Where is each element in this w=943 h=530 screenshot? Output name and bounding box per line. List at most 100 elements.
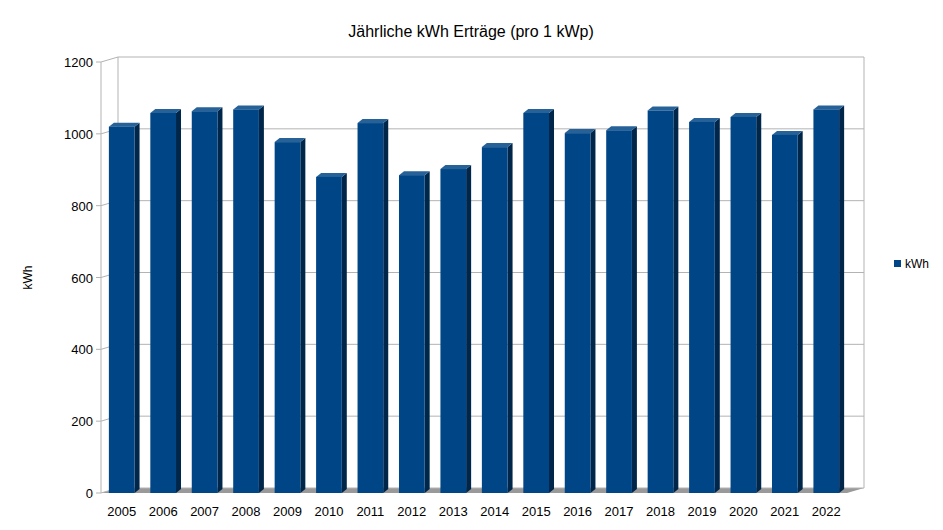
category-label: 2018 [646, 504, 675, 519]
bar-side [135, 123, 140, 493]
bar [813, 105, 844, 493]
bar-front [523, 113, 549, 493]
bar-front [109, 127, 135, 493]
bar-side [715, 118, 720, 493]
y-axis-label: kWh [21, 266, 35, 290]
bar [689, 118, 720, 493]
category-label: 2009 [273, 504, 302, 519]
category-label: 2015 [522, 504, 551, 519]
category-label: 2013 [439, 504, 468, 519]
bar [275, 138, 306, 493]
bar-front [648, 110, 674, 493]
tick-label: 0 [86, 486, 93, 501]
bar-side [839, 105, 844, 493]
bar-side [632, 126, 637, 493]
bar-top [482, 143, 513, 147]
bar [358, 119, 389, 493]
legend-swatch [894, 260, 901, 267]
bar-top [772, 131, 803, 135]
tick-label: 200 [71, 414, 93, 429]
bar-side [300, 138, 305, 493]
category-label: 2012 [397, 504, 426, 519]
tick-label: 1000 [64, 127, 93, 142]
tick-mark [96, 421, 101, 422]
category-label: 2005 [107, 504, 136, 519]
bar [233, 105, 264, 493]
bar-top [109, 123, 140, 127]
bar-side [342, 173, 347, 493]
tick-label: 1200 [64, 55, 93, 70]
bars [109, 105, 844, 493]
chart: Jährliche kWh Erträge (pro 1 kWp) 0 200 400… [0, 0, 943, 530]
bar-front [772, 135, 798, 493]
bar-front [482, 147, 508, 493]
bar-top [648, 106, 679, 110]
tick-mark [96, 205, 101, 206]
bar-top [316, 173, 347, 177]
bar-front [358, 123, 384, 493]
bar-top [275, 138, 306, 142]
bar [606, 126, 637, 493]
bar-front [731, 117, 757, 493]
bar [109, 123, 140, 493]
bar [523, 109, 554, 493]
category-label: 2007 [190, 504, 219, 519]
bar [150, 109, 181, 493]
bar [482, 143, 513, 493]
category-label: 2008 [232, 504, 261, 519]
bar [440, 165, 471, 493]
bar-top [689, 118, 720, 122]
bar-front [192, 111, 218, 493]
category-label: 2010 [314, 504, 343, 519]
bar [399, 171, 430, 493]
bar-side [176, 109, 181, 493]
category-label: 2017 [605, 504, 634, 519]
bar-top [399, 171, 430, 175]
bar-side [466, 165, 471, 493]
tick-label: 800 [71, 199, 93, 214]
bar-top [150, 109, 181, 113]
bar-top [440, 165, 471, 169]
bar-top [192, 107, 223, 111]
category-label: 2011 [356, 504, 384, 519]
bar-front [233, 109, 259, 493]
bar [731, 113, 762, 493]
bar-front [150, 113, 176, 493]
bar-front [275, 142, 301, 493]
bar-top [813, 105, 844, 109]
legend-label: kWh [905, 257, 929, 271]
tick-mark [96, 133, 101, 134]
bar-top [358, 119, 389, 123]
bar-side [217, 107, 222, 493]
bar-front [565, 133, 591, 493]
y-axis [101, 62, 102, 493]
bar-top [606, 126, 637, 130]
tick-label: 400 [71, 342, 93, 357]
category-label: 2019 [687, 504, 716, 519]
bar [648, 106, 679, 493]
bar-front [689, 122, 715, 493]
category-label: 2016 [563, 504, 592, 519]
tick-mark [96, 493, 101, 494]
category-label: 2021 [770, 504, 799, 519]
category-label: 2022 [812, 504, 841, 519]
bar [192, 107, 223, 493]
tick-label: 600 [71, 271, 93, 286]
bar-side [756, 113, 761, 493]
tick-mark [96, 277, 101, 278]
bar-side [425, 171, 430, 493]
category-label: 2006 [149, 504, 178, 519]
bar-top [233, 105, 264, 109]
bar-side [383, 119, 388, 493]
bar [565, 129, 596, 493]
bar-top [523, 109, 554, 113]
bar [316, 173, 347, 493]
category-label: 2014 [480, 504, 509, 519]
bar-front [316, 177, 342, 493]
bar-side [673, 106, 678, 493]
bar-front [440, 169, 466, 493]
title: Jährliche kWh Erträge (pro 1 kWp) [348, 23, 593, 40]
bar-side [508, 143, 513, 493]
bar-front [813, 109, 839, 493]
grid-line [101, 57, 864, 62]
